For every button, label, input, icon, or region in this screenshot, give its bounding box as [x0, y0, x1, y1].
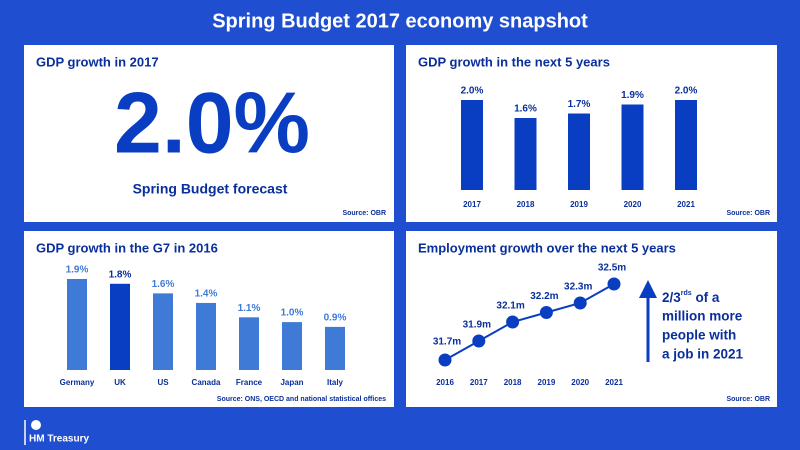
value-label: 2.0%: [675, 86, 698, 97]
bar: [461, 100, 483, 190]
point: [539, 306, 553, 319]
annotation-line: of a: [692, 290, 720, 305]
bar: [196, 302, 216, 370]
bar: [110, 283, 130, 370]
value-label: 0.9%: [324, 313, 347, 324]
value-label: 32.1m: [496, 301, 524, 312]
value-label: 1.6%: [152, 279, 175, 290]
x-tick-label: 2018: [504, 378, 522, 387]
annotation-fraction: 2/3: [662, 290, 681, 305]
annotation-suffix: rds: [681, 290, 692, 297]
value-label: 1.1%: [238, 303, 261, 314]
x-tick-label: Canada: [192, 378, 221, 387]
bar: [621, 104, 644, 190]
point: [438, 353, 452, 367]
value-label: 1.4%: [195, 289, 218, 300]
value-label: 1.8%: [109, 269, 132, 280]
x-tick-label: 2017: [463, 200, 481, 209]
source: Source: OBR: [726, 210, 770, 217]
value-label: 32.2m: [530, 291, 558, 302]
logo: HM Treasury: [24, 420, 89, 445]
annotation: 2/3rds of a: [662, 290, 720, 305]
annotation: a job in 2021: [662, 347, 744, 362]
x-tick-label: France: [236, 378, 263, 387]
value-label: 1.9%: [621, 90, 644, 101]
value-label: 1.6%: [514, 104, 537, 115]
logo-crest: [31, 420, 41, 430]
panel: [24, 45, 394, 222]
bar: [325, 326, 345, 370]
bar: [153, 293, 173, 370]
headline-value: 2.0%: [114, 76, 310, 172]
bar: [675, 100, 697, 190]
value-label: 1.9%: [66, 265, 89, 276]
annotation: people with: [662, 328, 736, 343]
bar: [514, 118, 537, 190]
x-tick-label: US: [157, 378, 169, 387]
x-tick-label: Italy: [327, 378, 344, 387]
value-label: 32.3m: [564, 282, 592, 293]
value-label: 2.0%: [461, 86, 484, 97]
panel-title: Employment growth over the next 5 years: [418, 240, 676, 255]
bar: [239, 317, 259, 370]
panel-title: GDP growth in the next 5 years: [418, 54, 610, 69]
x-tick-label: 2019: [538, 378, 556, 387]
source: Source: OBR: [726, 396, 770, 403]
headline-caption: Spring Budget forecast: [133, 181, 288, 197]
value-label: 31.9m: [463, 320, 491, 331]
x-tick-label: 2017: [470, 378, 488, 387]
annotation: million more: [662, 309, 743, 324]
page-title: Spring Budget 2017 economy snapshot: [212, 10, 588, 32]
value-label: 31.7m: [433, 337, 461, 348]
value-label: 32.5m: [598, 263, 626, 274]
x-tick-label: 2016: [436, 378, 454, 387]
arrowhead: [639, 280, 657, 298]
point: [573, 296, 587, 310]
point: [607, 277, 621, 291]
x-tick-label: UK: [114, 378, 126, 387]
logo-text: HM Treasury: [29, 434, 89, 445]
x-tick-label: 2020: [624, 200, 642, 209]
bar: [67, 279, 87, 370]
x-tick-label: 2019: [570, 200, 588, 209]
panel-title: GDP growth in the G7 in 2016: [36, 240, 218, 255]
value-label: 1.7%: [568, 99, 591, 110]
panel-title: GDP growth in 2017: [36, 54, 159, 69]
value-label: 1.0%: [281, 308, 304, 319]
point: [472, 334, 486, 348]
bar: [282, 322, 302, 370]
point: [506, 315, 520, 329]
source: Source: OBR: [342, 210, 386, 217]
bar: [568, 113, 590, 190]
x-tick-label: 2021: [677, 200, 695, 209]
x-tick-label: Japan: [280, 378, 303, 387]
panel: [406, 231, 777, 407]
x-tick-label: 2020: [571, 378, 589, 387]
x-tick-label: 2021: [605, 378, 623, 387]
x-tick-label: 2018: [517, 200, 535, 209]
source: Source: ONS, OECD and national statistic…: [217, 396, 386, 403]
x-tick-label: Germany: [60, 378, 95, 387]
